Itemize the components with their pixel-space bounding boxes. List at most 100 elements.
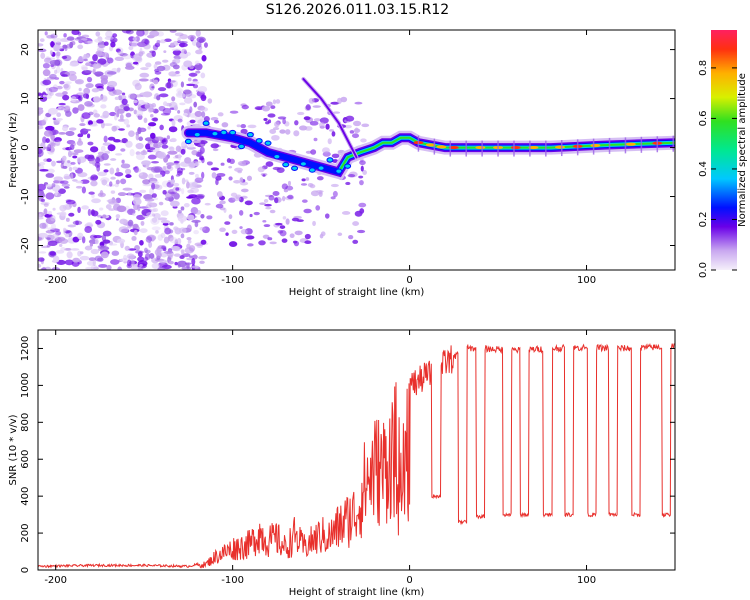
noise-blob — [244, 200, 253, 206]
noise-blob — [120, 148, 126, 152]
noise-blob — [78, 96, 82, 101]
noise-blob — [160, 113, 171, 116]
x-axis-label: Height of straight line (km) — [289, 287, 425, 298]
noise-blob — [71, 30, 80, 36]
x-tick-label: -100 — [221, 275, 244, 286]
noise-blob — [148, 241, 153, 248]
noise-blob — [77, 31, 82, 36]
noise-blob — [180, 81, 185, 88]
noise-blob — [50, 142, 56, 148]
noise-blob — [211, 172, 217, 179]
noise-blob — [144, 198, 155, 202]
noise-blob — [176, 167, 184, 174]
noise-blob — [171, 96, 176, 102]
noise-blob — [65, 110, 72, 117]
noise-blob — [138, 136, 144, 142]
noise-blob — [81, 34, 90, 38]
noise-blob — [191, 219, 201, 223]
noise-blob — [116, 205, 127, 213]
noise-blob — [139, 264, 143, 267]
noise-blob — [287, 194, 294, 200]
noise-blob — [95, 219, 102, 225]
noise-blob — [114, 56, 124, 61]
noise-blob — [133, 168, 142, 173]
noise-blob — [101, 153, 109, 161]
snr-frame — [37, 329, 676, 571]
noise-blob — [216, 172, 226, 177]
noise-blob — [100, 177, 110, 183]
noise-blob — [54, 180, 65, 184]
x-axis-label: Height of straight line (km) — [289, 587, 425, 598]
noise-blob — [128, 40, 133, 46]
noise-blob — [51, 233, 59, 240]
noise-blob — [164, 250, 174, 254]
noise-blob — [185, 51, 191, 57]
noise-blob — [272, 99, 277, 105]
noise-blob — [206, 161, 213, 166]
noise-blob — [107, 80, 118, 88]
noise-blob — [123, 118, 130, 125]
noise-blob — [194, 60, 200, 66]
noise-blob — [92, 109, 98, 115]
noise-blob — [97, 40, 106, 49]
noise-blob — [126, 253, 135, 260]
noise-blob — [183, 108, 192, 114]
ridge-spot — [299, 161, 307, 167]
noise-blob — [132, 61, 139, 65]
noise-blob — [89, 242, 94, 247]
noise-blob — [239, 177, 244, 183]
noise-blob — [142, 179, 151, 185]
noise-blob — [110, 176, 116, 180]
noise-blob — [357, 229, 366, 234]
noise-blob — [331, 131, 336, 137]
noise-blob — [176, 92, 186, 99]
noise-blob — [58, 131, 66, 135]
noise-blob — [228, 165, 233, 169]
noise-blob — [39, 222, 47, 229]
noise-blob — [267, 237, 273, 241]
noise-blob — [186, 243, 191, 249]
noise-blob — [89, 146, 99, 153]
noise-blob — [65, 233, 69, 238]
noise-blob — [130, 266, 138, 270]
noise-blob — [61, 183, 71, 188]
noise-blob — [176, 88, 183, 94]
noise-blob — [102, 214, 107, 219]
noise-blob — [282, 216, 287, 220]
noise-blob — [64, 248, 72, 251]
noise-blob — [164, 196, 174, 201]
noise-blob — [139, 172, 143, 176]
noise-blob — [319, 233, 324, 239]
noise-blob — [38, 232, 48, 238]
noise-blob — [80, 38, 88, 41]
noise-blob — [94, 71, 104, 77]
noise-blob — [39, 38, 45, 42]
noise-blob — [201, 55, 207, 62]
noise-blob — [176, 237, 182, 245]
noise-blob — [191, 265, 199, 269]
noise-blob — [95, 50, 103, 57]
noise-blob — [59, 211, 67, 217]
noise-blob — [62, 94, 70, 101]
noise-blob — [79, 123, 86, 127]
noise-blob — [110, 190, 116, 194]
noise-blob — [187, 77, 192, 82]
noise-blob — [150, 132, 156, 139]
noise-blob — [84, 245, 93, 251]
noise-blob — [345, 181, 351, 186]
noise-blob — [149, 252, 155, 259]
noise-blob — [265, 121, 270, 125]
noise-blob — [93, 234, 103, 239]
noise-blob — [90, 180, 98, 187]
noise-blob — [50, 223, 56, 230]
noise-blob — [87, 208, 92, 217]
noise-blob — [68, 127, 77, 131]
noise-blob — [46, 34, 55, 39]
noise-blob — [148, 122, 157, 127]
noise-blob — [45, 192, 55, 200]
noise-blob — [86, 40, 94, 44]
noise-blob — [130, 40, 138, 48]
noise-blob — [95, 88, 104, 92]
noise-blob — [72, 236, 80, 243]
